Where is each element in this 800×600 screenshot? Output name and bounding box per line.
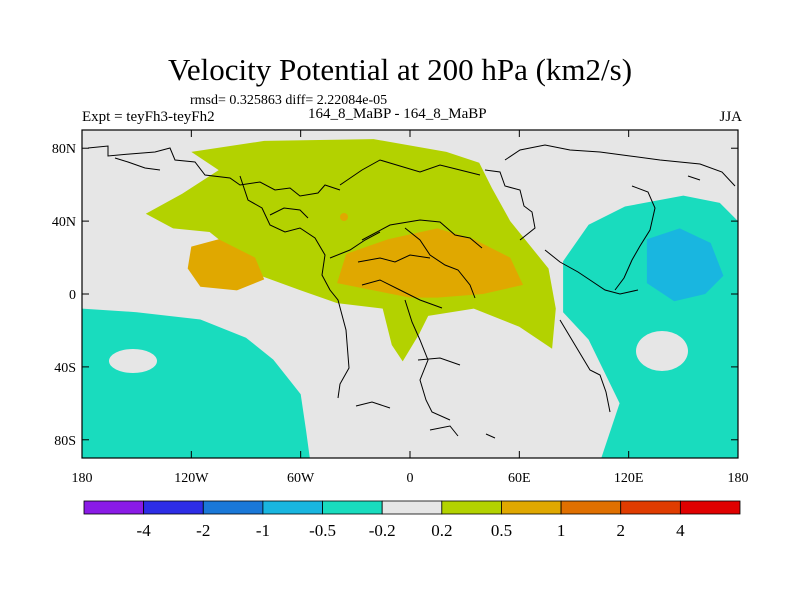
colorbar-label: 2	[616, 521, 625, 540]
colorbar-swatch	[620, 500, 681, 515]
chart-title: Velocity Potential at 200 hPa (km2/s)	[167, 52, 633, 87]
plot-area	[81, 129, 739, 459]
colorbar-swatch	[83, 500, 145, 515]
colorbar-label: 1	[557, 521, 566, 540]
colorbar-swatch	[381, 500, 443, 515]
colorbar-label: -2	[196, 521, 210, 540]
x-tick-label: 60W	[287, 471, 315, 486]
colorbar-label: -0.2	[369, 521, 396, 540]
x-tick-label: 120E	[614, 471, 644, 486]
colorbar-swatch	[143, 500, 204, 515]
anomaly-hole-indian-ocean	[636, 331, 688, 371]
colorbar-label: -4	[137, 521, 152, 540]
colorbar-label: -0.5	[309, 521, 336, 540]
colorbar-swatch	[202, 500, 264, 515]
colorbar-label: 4	[676, 521, 685, 540]
colorbar-swatch	[262, 500, 323, 515]
y-tick-label: 0	[69, 288, 76, 303]
anomaly-region-3	[82, 308, 738, 458]
colorbar-swatch	[441, 500, 502, 515]
colorbar-label: 0.5	[491, 521, 512, 540]
colorbar-swatch	[560, 500, 622, 515]
anomaly-region-2	[187, 239, 265, 291]
axes: 180 120W 60W 0 60E 120E 180 80N 40N 0 40S 80S	[52, 130, 749, 486]
x-tick-label: 120W	[174, 471, 209, 486]
coastlines	[87, 144, 736, 439]
colorbar-swatch	[501, 500, 562, 515]
y-tick-label: 80S	[54, 434, 76, 449]
y-tick-label: 40S	[54, 361, 76, 376]
experiment-label: Expt = teyFh3-teyFh2	[82, 109, 215, 125]
anomaly-region-0	[145, 139, 556, 362]
colorbar-label: 0.2	[431, 521, 452, 540]
season-label: JJA	[719, 109, 742, 125]
colorbar-swatch	[322, 500, 383, 515]
y-tick-label: 80N	[52, 142, 76, 157]
x-tick-label: 180	[728, 471, 749, 486]
anomaly-region-1	[337, 228, 523, 298]
x-tick-label: 180	[72, 471, 93, 486]
anomaly-region-5	[646, 228, 724, 302]
subtitle: 164_8_MaBP - 164_8_MaBP	[308, 106, 487, 122]
y-tick-label: 40N	[52, 215, 76, 230]
anomaly-hole-south-pacific	[109, 349, 157, 373]
x-tick-label: 60E	[508, 471, 531, 486]
colorbar-label: -1	[256, 521, 270, 540]
colorbar-swatch	[679, 500, 741, 515]
colorbar: -4 -2 -1 -0.5 -0.2 0.2 0.5 1 2 4	[83, 500, 741, 540]
stats-text: rmsd= 0.325863 diff= 2.22084e-05	[190, 93, 388, 108]
anomaly-spot-atlantic	[340, 213, 348, 221]
x-tick-label: 0	[407, 471, 414, 486]
